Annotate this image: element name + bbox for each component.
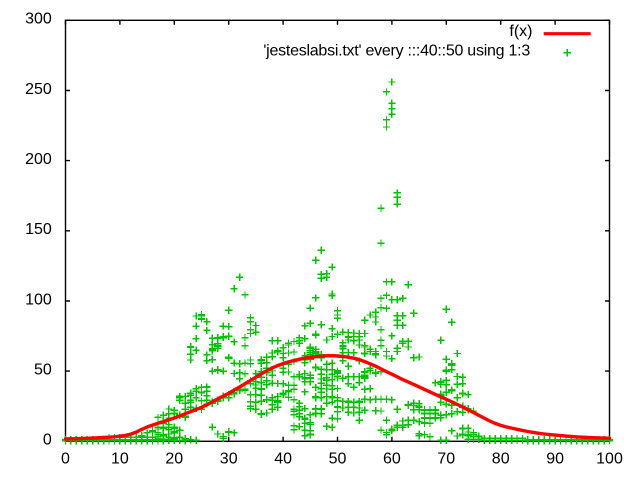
svg-text:50: 50 <box>329 451 347 468</box>
svg-text:80: 80 <box>492 451 510 468</box>
svg-text:50: 50 <box>34 362 52 379</box>
svg-text:70: 70 <box>437 451 455 468</box>
svg-text:150: 150 <box>25 221 52 238</box>
svg-text:250: 250 <box>25 81 52 98</box>
svg-text:40: 40 <box>274 451 292 468</box>
svg-text:20: 20 <box>165 451 183 468</box>
svg-text:0: 0 <box>43 432 52 449</box>
svg-text:'jesteslabsi.txt' every :::40:: 'jesteslabsi.txt' every :::40::50 using … <box>263 42 530 59</box>
svg-text:300: 300 <box>25 11 52 28</box>
svg-text:100: 100 <box>25 291 52 308</box>
svg-text:200: 200 <box>25 151 52 168</box>
svg-text:f(x): f(x) <box>509 23 532 40</box>
svg-text:0: 0 <box>61 451 70 468</box>
svg-text:90: 90 <box>546 451 564 468</box>
svg-text:100: 100 <box>596 451 623 468</box>
svg-text:30: 30 <box>220 451 238 468</box>
svg-text:10: 10 <box>111 451 129 468</box>
svg-text:60: 60 <box>383 451 401 468</box>
